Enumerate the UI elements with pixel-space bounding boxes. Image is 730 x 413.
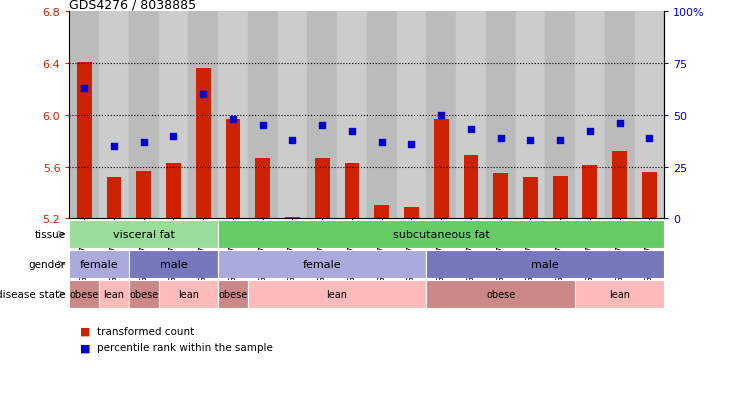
Bar <box>434 119 449 219</box>
Text: ■: ■ <box>80 326 91 336</box>
Point <box>525 137 537 144</box>
Bar <box>218 280 248 308</box>
Point <box>108 143 120 150</box>
Bar <box>137 171 151 219</box>
Point <box>138 139 150 146</box>
Text: ■: ■ <box>80 342 91 352</box>
Bar <box>248 12 277 219</box>
Bar <box>374 206 389 219</box>
Bar <box>426 250 664 278</box>
Bar <box>188 12 218 219</box>
Bar <box>426 280 575 308</box>
Text: GDS4276 / 8038885: GDS4276 / 8038885 <box>69 0 196 11</box>
Point <box>644 135 656 142</box>
Bar <box>493 174 508 219</box>
Point <box>78 85 90 92</box>
Bar <box>486 12 515 219</box>
Point <box>495 135 507 142</box>
Text: subcutaneous fat: subcutaneous fat <box>393 230 490 240</box>
Bar <box>396 12 426 219</box>
Text: lean: lean <box>104 289 125 299</box>
Bar <box>128 280 158 308</box>
Text: female: female <box>80 259 118 269</box>
Bar <box>367 12 396 219</box>
Bar <box>642 173 657 219</box>
Point <box>376 139 388 146</box>
Text: visceral fat: visceral fat <box>112 230 174 240</box>
Point <box>316 123 328 129</box>
Point <box>465 127 477 133</box>
Bar <box>456 12 486 219</box>
Bar <box>277 12 307 219</box>
Bar <box>196 69 211 219</box>
Bar <box>128 12 158 219</box>
Bar <box>605 12 634 219</box>
Text: obese: obese <box>69 289 99 299</box>
Bar <box>634 12 664 219</box>
Bar <box>77 63 92 219</box>
Text: obese: obese <box>129 289 158 299</box>
Text: percentile rank within the sample: percentile rank within the sample <box>97 342 273 352</box>
Bar <box>218 12 248 219</box>
Bar <box>307 12 337 219</box>
Bar <box>523 178 538 219</box>
Text: transformed count: transformed count <box>97 326 194 336</box>
Bar <box>315 158 330 219</box>
Bar <box>553 176 568 219</box>
Text: female: female <box>303 259 342 269</box>
Bar <box>515 12 545 219</box>
Bar <box>69 12 99 219</box>
Point <box>257 123 269 129</box>
Point <box>614 121 626 127</box>
Bar <box>218 221 664 249</box>
Bar <box>575 12 605 219</box>
Text: lean: lean <box>326 289 347 299</box>
Bar <box>99 280 128 308</box>
Bar <box>158 280 218 308</box>
Bar <box>583 166 597 219</box>
Bar <box>255 158 270 219</box>
Bar <box>166 164 181 219</box>
Text: tissue: tissue <box>34 230 66 240</box>
Bar <box>128 250 218 278</box>
Bar <box>337 12 366 219</box>
Bar <box>107 178 121 219</box>
Bar <box>158 12 188 219</box>
Bar <box>426 12 456 219</box>
Point <box>346 129 358 135</box>
Bar <box>69 280 99 308</box>
Text: disease state: disease state <box>0 289 66 299</box>
Bar <box>345 164 359 219</box>
Text: lean: lean <box>609 289 630 299</box>
Text: gender: gender <box>28 259 66 269</box>
Bar <box>69 221 218 249</box>
Point <box>406 141 418 148</box>
Point <box>435 112 447 119</box>
Bar <box>545 12 575 219</box>
Bar <box>69 250 128 278</box>
Bar <box>218 250 426 278</box>
Bar <box>248 280 426 308</box>
Bar <box>226 119 240 219</box>
Text: obese: obese <box>486 289 515 299</box>
Bar <box>464 156 478 219</box>
Point <box>554 137 566 144</box>
Text: lean: lean <box>178 289 199 299</box>
Bar <box>612 152 627 219</box>
Point <box>197 92 209 98</box>
Bar <box>575 280 664 308</box>
Bar <box>285 218 300 219</box>
Point <box>584 129 596 135</box>
Text: male: male <box>160 259 188 269</box>
Point <box>287 137 299 144</box>
Text: obese: obese <box>218 289 247 299</box>
Bar <box>99 12 128 219</box>
Point <box>227 116 239 123</box>
Bar <box>404 207 419 219</box>
Text: male: male <box>531 259 559 269</box>
Point <box>168 133 180 140</box>
